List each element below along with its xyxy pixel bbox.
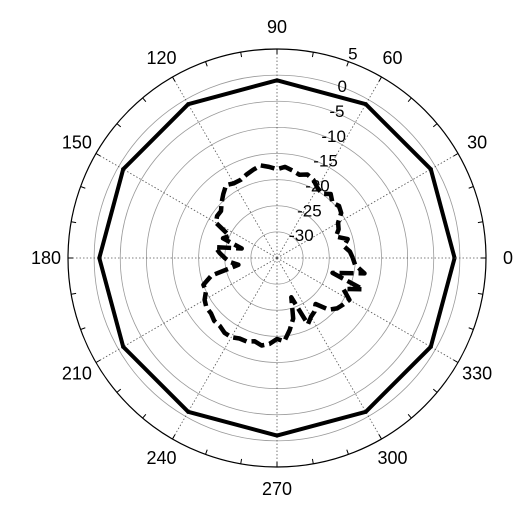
angle-tick-mark (453, 359, 459, 363)
angle-tick-label: 0 (503, 248, 513, 268)
grid-circle (250, 231, 304, 285)
angular-grid (68, 49, 486, 467)
angle-tick-label: 120 (146, 48, 176, 68)
angle-tick-mark (71, 221, 77, 224)
angle-tick-mark (116, 123, 122, 128)
angle-tick-label: 180 (31, 248, 61, 268)
angle-tick-mark (240, 458, 243, 464)
angle-tick-mark (468, 327, 474, 330)
angle-tick-label: 90 (267, 17, 287, 37)
angle-tick-mark (172, 76, 176, 82)
angle-tick-mark (142, 97, 147, 103)
angle-tick-mark (432, 123, 438, 128)
angle-tick-mark (346, 61, 349, 67)
angle-tick-mark (142, 413, 147, 419)
angle-tick-label: 150 (62, 133, 92, 153)
angle-tick-label: 210 (62, 364, 92, 384)
angle-tick-mark (477, 292, 483, 295)
angular-tick-labels: 0 30 60 90 120 150 180 210 240 270 300 330 (31, 17, 513, 499)
angle-tick-label: 270 (262, 479, 292, 499)
angle-tick-mark (95, 153, 101, 157)
radial-tick-label: 5 (348, 45, 357, 64)
grid-circle (119, 100, 435, 416)
angle-tick-mark (453, 153, 459, 157)
outer-axis-ring (67, 48, 487, 468)
radial-tick-label: -10 (321, 127, 346, 146)
angle-tick-mark (205, 449, 208, 455)
series-1-line (97, 78, 457, 438)
angle-tick-mark (80, 327, 86, 330)
angle-tick-mark (346, 449, 349, 455)
radial-tick-label: -25 (297, 201, 322, 220)
angle-tick-mark (240, 52, 243, 58)
series-layer (97, 78, 457, 438)
radial-tick-label: -20 (305, 177, 330, 196)
radial-tick-label: 0 (338, 77, 347, 96)
angle-tick-label: 30 (467, 133, 487, 153)
radial-tick-label: -30 (289, 226, 314, 245)
angle-tick-mark (311, 458, 314, 464)
radial-tick-label: -15 (313, 152, 338, 171)
angle-tick-mark (172, 434, 176, 440)
angle-tick-mark (378, 434, 382, 440)
radial-tick-labels: 50 -5 -10 -15 -20 -25 -30 (289, 45, 357, 246)
angle-tick-label: 240 (146, 448, 176, 468)
angle-tick-label: 60 (382, 48, 402, 68)
angle-tick-mark (477, 221, 483, 224)
angle-tick-mark (71, 292, 77, 295)
angle-tick-mark (407, 413, 412, 419)
series-2-line (201, 163, 367, 348)
angle-tick-mark (116, 388, 122, 393)
angle-tick-mark (95, 359, 101, 363)
angle-tick-mark (432, 388, 438, 393)
grid-circle (172, 153, 382, 363)
angle-tick-mark (468, 186, 474, 189)
angle-tick-label: 300 (377, 448, 407, 468)
angle-tick-mark (311, 52, 314, 58)
angle-tick-mark (378, 76, 382, 82)
angle-tick-label: 330 (462, 364, 492, 384)
angle-tick-mark (205, 61, 208, 67)
radial-tick-label: -5 (329, 102, 344, 121)
angle-tick-mark (80, 186, 86, 189)
angle-tick-mark (407, 97, 412, 103)
